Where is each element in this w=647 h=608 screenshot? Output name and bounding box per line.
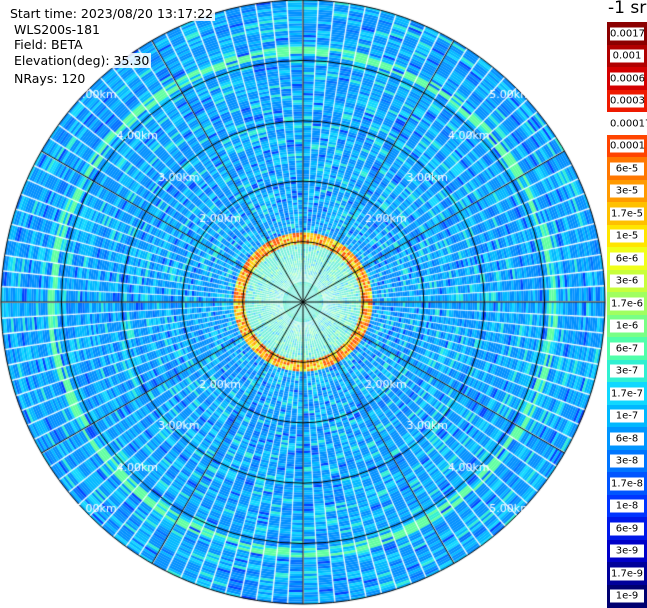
colorbar-segment: 0.0006 bbox=[607, 67, 647, 90]
colorbar: 0.0017 0.001 0.0006 0.0003 0.00017 0.0001 6e-5… bbox=[607, 22, 647, 608]
colorbar-tick-label: 1.7e-6 bbox=[610, 297, 644, 310]
colorbar-tick-label: 0.00017 bbox=[610, 117, 647, 130]
colorbar-segment: 3e-8 bbox=[607, 449, 647, 473]
colorbar-tick-label: 1.7e-5 bbox=[610, 207, 644, 220]
elevation-label: Elevation(deg): 35.30 bbox=[12, 53, 152, 68]
colorbar-segment: 0.0017 bbox=[607, 22, 647, 45]
colorbar-segment: 1e-5 bbox=[607, 224, 647, 248]
colorbar-segment: 0.001 bbox=[607, 44, 647, 68]
colorbar-tick-label: 0.0001 bbox=[610, 139, 645, 153]
colorbar-segment: 1e-6 bbox=[607, 314, 647, 338]
colorbar-tick-label: 6e-7 bbox=[610, 342, 644, 355]
colorbar-tick-label: 1.7e-7 bbox=[610, 387, 644, 400]
colorbar-tick-label: 6e-6 bbox=[610, 252, 644, 265]
colorbar-segment: 0.0001 bbox=[607, 134, 647, 158]
colorbar-tick-label: 1e-5 bbox=[610, 229, 644, 243]
colorbar-tick-label: 0.0006 bbox=[610, 72, 645, 85]
device-label: WLS200s-181 bbox=[12, 22, 102, 37]
ppi-plot bbox=[0, 0, 607, 607]
colorbar-tick-label: 1e-8 bbox=[610, 499, 644, 513]
colorbar-segment: 0.0003 bbox=[607, 89, 647, 113]
colorbar-segment: 1.7e-8 bbox=[607, 472, 647, 495]
colorbar-tick-label: 0.0017 bbox=[610, 27, 645, 40]
nrays-label: NRays: 120 bbox=[12, 71, 88, 86]
colorbar-unit: -1 sr bbox=[608, 0, 647, 18]
colorbar-segment: 3e-7 bbox=[607, 359, 647, 383]
colorbar-segment: 1.7e-5 bbox=[607, 202, 647, 225]
colorbar-tick-label: 3e-9 bbox=[610, 544, 644, 558]
colorbar-tick-label: 6e-8 bbox=[610, 432, 644, 445]
colorbar-tick-label: 0.0003 bbox=[610, 94, 645, 108]
colorbar-tick-label: 1e-7 bbox=[610, 409, 644, 423]
colorbar-segment: 6e-9 bbox=[607, 517, 647, 540]
colorbar-tick-label: 1.7e-8 bbox=[610, 477, 644, 490]
colorbar-tick-label: 1.7e-9 bbox=[610, 567, 644, 580]
field-label: Field: BETA bbox=[12, 37, 85, 52]
colorbar-segment: 6e-7 bbox=[607, 337, 647, 360]
colorbar-segment: 1e-9 bbox=[607, 584, 647, 608]
colorbar-segment: 3e-5 bbox=[607, 179, 647, 203]
colorbar-segment: 6e-6 bbox=[607, 247, 647, 270]
colorbar-tick-label: 6e-5 bbox=[610, 162, 644, 175]
colorbar-segment: 0.00017 bbox=[607, 112, 647, 135]
colorbar-tick-label: 3e-7 bbox=[610, 364, 644, 378]
colorbar-segment: 1e-7 bbox=[607, 404, 647, 428]
colorbar-segment: 1.7e-7 bbox=[607, 382, 647, 405]
colorbar-segment: 3e-6 bbox=[607, 269, 647, 293]
start-time-label: Start time: 2023/08/20 13:17:22 bbox=[8, 6, 216, 21]
colorbar-tick-label: 1e-6 bbox=[610, 319, 644, 333]
colorbar-segment: 1.7e-9 bbox=[607, 562, 647, 585]
colorbar-tick-label: 3e-5 bbox=[610, 184, 644, 198]
colorbar-tick-label: 6e-9 bbox=[610, 522, 644, 535]
colorbar-segment: 1e-8 bbox=[607, 494, 647, 518]
colorbar-segment: 1.7e-6 bbox=[607, 292, 647, 315]
colorbar-segment: 6e-5 bbox=[607, 157, 647, 180]
colorbar-tick-label: 3e-6 bbox=[610, 274, 644, 288]
colorbar-segment: 3e-9 bbox=[607, 539, 647, 563]
colorbar-tick-label: 3e-8 bbox=[610, 454, 644, 468]
colorbar-segment: 6e-8 bbox=[607, 427, 647, 450]
colorbar-tick-label: 1e-9 bbox=[610, 589, 644, 603]
colorbar-tick-label: 0.001 bbox=[610, 49, 644, 63]
